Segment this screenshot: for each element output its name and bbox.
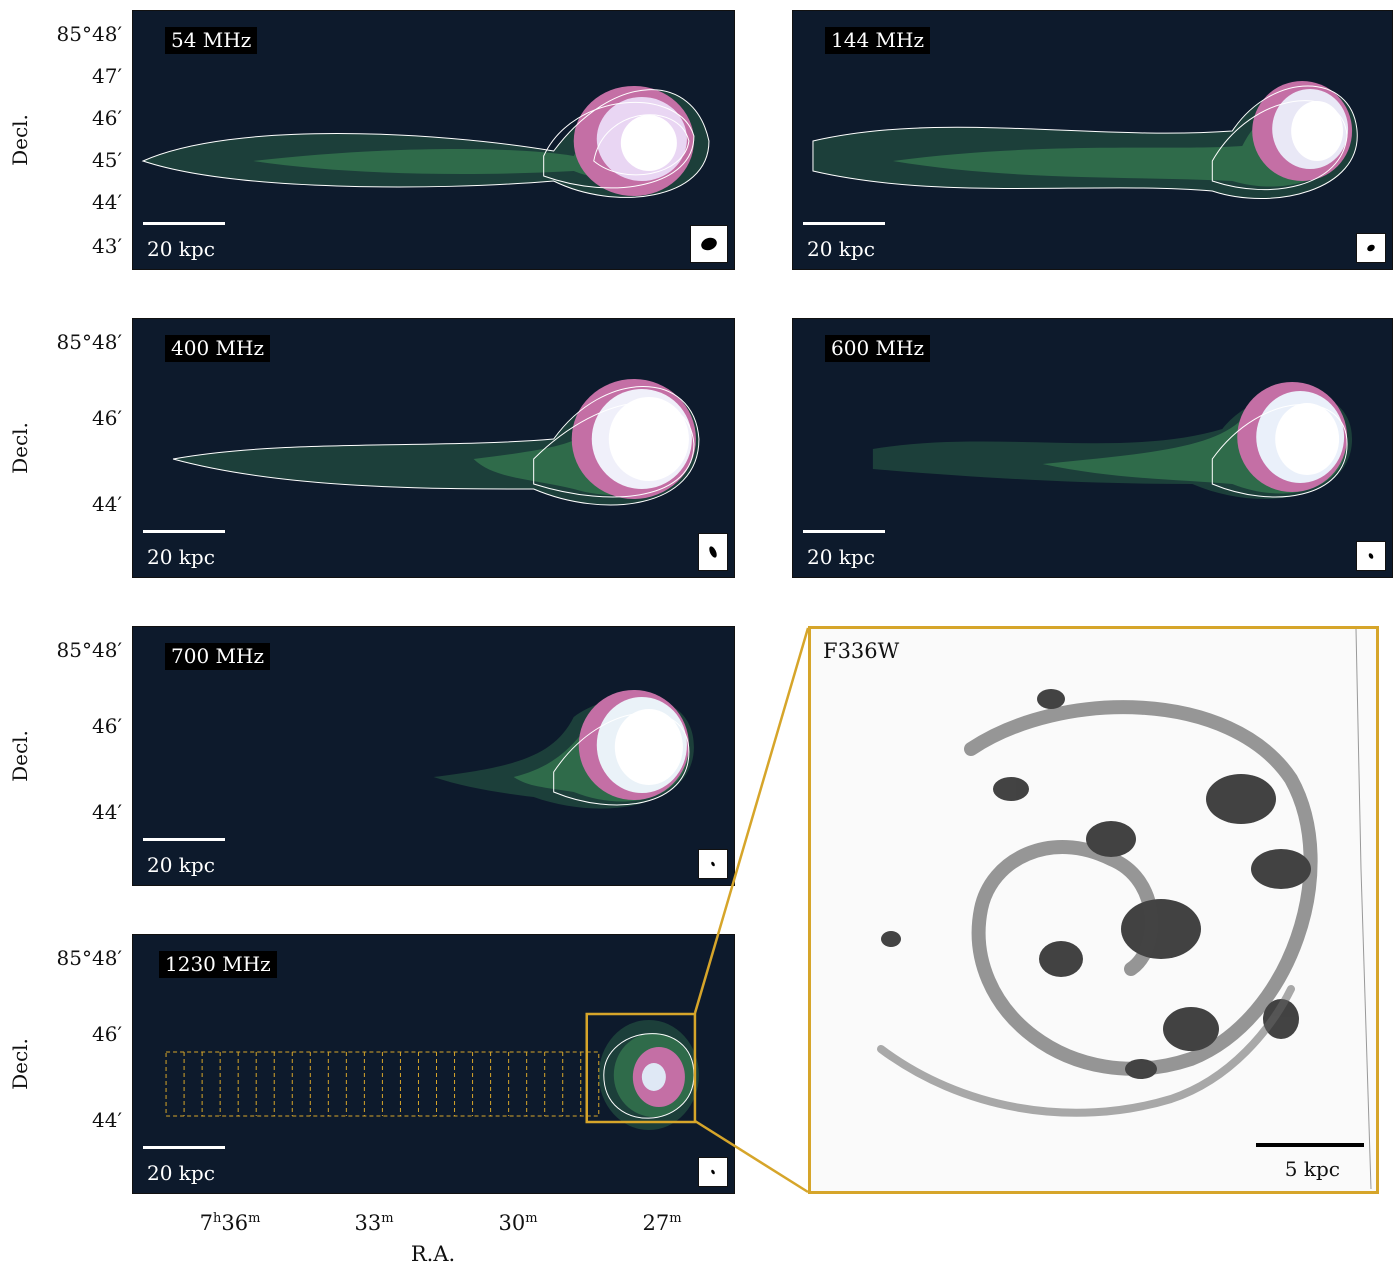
y-tick-label: 46′ [92, 106, 122, 130]
y-tick-label: 44′ [92, 492, 122, 516]
x-tick-label: 27m [642, 1211, 682, 1235]
radio-panel-1230mhz: 1230 MHz 20 kpc [132, 934, 735, 1194]
y-axis-label: Decl. [8, 1038, 32, 1090]
beam-indicator [1356, 233, 1386, 263]
scale-bar [143, 530, 225, 533]
beam-indicator [698, 849, 728, 879]
scale-bar-label: 20 kpc [147, 1161, 215, 1185]
y-axis-label: Decl. [8, 422, 32, 474]
x-tick-label: 33m [354, 1211, 394, 1235]
y-tick-label: 46′ [92, 1022, 122, 1046]
frequency-label: 400 MHz [165, 335, 270, 362]
y-tick-label: 44′ [92, 1108, 122, 1132]
y-tick-label: 85°48′ [56, 22, 122, 46]
x-axis-label: R.A. [410, 1242, 456, 1266]
scale-bar [803, 222, 885, 225]
y-axis-label: Decl. [8, 114, 32, 166]
optical-inset-panel: F336W 5 kpc [808, 626, 1379, 1194]
beam-indicator [1356, 541, 1386, 571]
scale-bar-label: 20 kpc [147, 853, 215, 877]
radio-panel-600mhz: 600 MHz 20 kpc [792, 318, 1393, 578]
radio-panel-700mhz: 700 MHz 20 kpc [132, 626, 735, 886]
galaxy-image [811, 629, 1376, 1191]
frequency-label: 600 MHz [825, 335, 930, 362]
scale-bar [143, 838, 225, 841]
y-tick-label: 85°48′ [56, 946, 122, 970]
beam-indicator [690, 225, 728, 263]
radio-panel-400mhz: 400 MHz 20 kpc [132, 318, 735, 578]
x-tick-label: 30m [498, 1211, 538, 1235]
y-tick-label: 46′ [92, 406, 122, 430]
radio-panel-144mhz: 144 MHz 20 kpc [792, 10, 1393, 270]
frequency-label: 54 MHz [165, 27, 258, 54]
y-tick-label: 47′ [92, 64, 122, 88]
frequency-label: 700 MHz [165, 643, 270, 670]
frequency-label: 144 MHz [825, 27, 930, 54]
y-tick-label: 85°48′ [56, 330, 122, 354]
filter-label: F336W [823, 639, 900, 663]
radio-map-700mhz [133, 627, 734, 885]
scale-bar-label: 20 kpc [807, 237, 875, 261]
radio-map-400mhz [133, 319, 734, 577]
beam-indicator [698, 1157, 728, 1187]
scale-bar-label: 20 kpc [147, 237, 215, 261]
scale-bar-label: 20 kpc [147, 545, 215, 569]
radio-map-54mhz [133, 11, 734, 269]
y-tick-label: 45′ [92, 148, 122, 172]
scale-bar-label: 20 kpc [807, 545, 875, 569]
scale-bar-label: 5 kpc [1284, 1157, 1340, 1181]
scale-bar [143, 222, 225, 225]
y-tick-label: 46′ [92, 714, 122, 738]
scale-bar [1256, 1143, 1364, 1147]
scale-bar [803, 530, 885, 533]
y-tick-label: 44′ [92, 800, 122, 824]
beam-indicator [698, 533, 728, 571]
y-tick-label: 43′ [92, 234, 122, 258]
x-tick-label: 7h36m [199, 1211, 261, 1235]
radio-map-1230mhz [133, 935, 734, 1193]
y-tick-label: 44′ [92, 190, 122, 214]
frequency-label: 1230 MHz [159, 951, 277, 978]
radio-map-600mhz [793, 319, 1392, 577]
radio-map-144mhz [793, 11, 1392, 269]
y-tick-label: 85°48′ [56, 638, 122, 662]
radio-panel-54mhz: 54 MHz 20 kpc [132, 10, 735, 270]
scale-bar [143, 1146, 225, 1149]
y-axis-label: Decl. [8, 730, 32, 782]
